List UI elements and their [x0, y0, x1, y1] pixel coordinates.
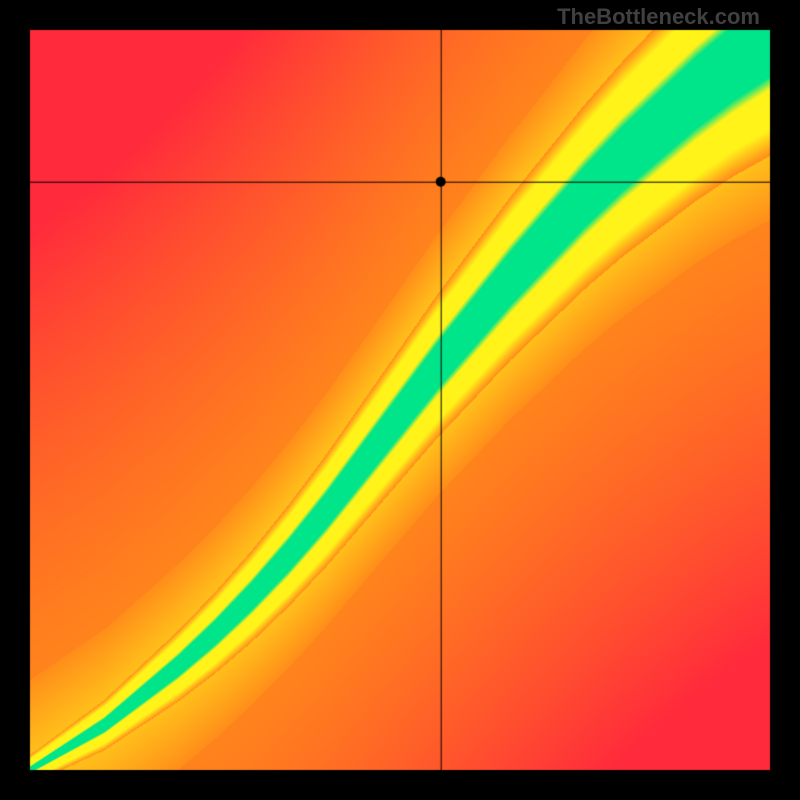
bottleneck-heatmap: [0, 0, 800, 800]
chart-container: TheBottleneck.com: [0, 0, 800, 800]
watermark-text: TheBottleneck.com: [557, 4, 760, 30]
